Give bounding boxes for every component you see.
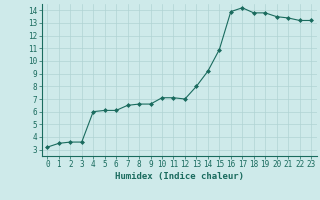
- X-axis label: Humidex (Indice chaleur): Humidex (Indice chaleur): [115, 172, 244, 181]
